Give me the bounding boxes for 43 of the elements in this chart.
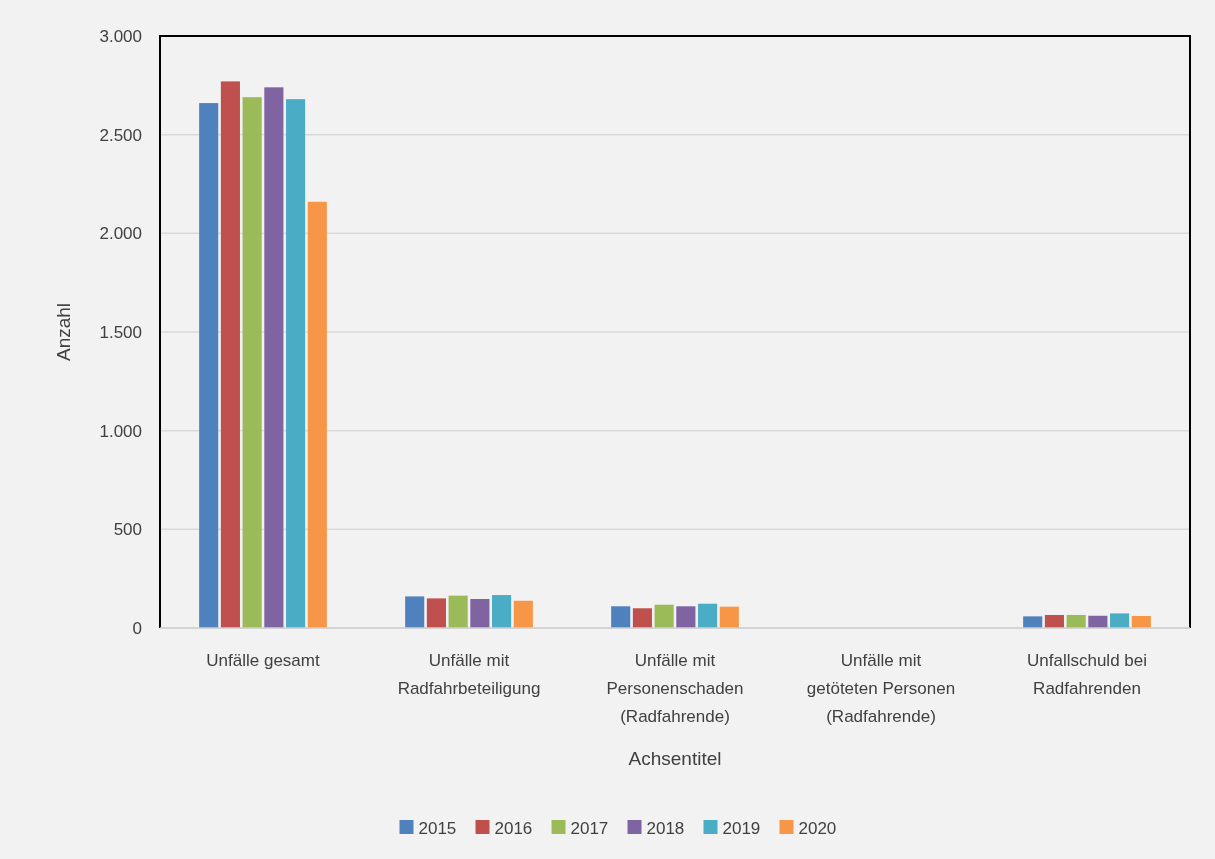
bar: [286, 99, 306, 628]
bar: [654, 604, 674, 628]
x-tick-label: Unfälle gesamt: [206, 651, 320, 670]
y-tick-label: 1.000: [99, 421, 142, 441]
bar: [1066, 614, 1086, 628]
legend-label: 2016: [494, 818, 533, 838]
bar: [719, 606, 739, 628]
bar: [1023, 616, 1043, 628]
bar: [1044, 614, 1064, 628]
bar: [1110, 613, 1130, 628]
bar: [611, 606, 631, 628]
bar: [676, 606, 696, 628]
bar: [470, 598, 490, 628]
legend-label: 2017: [570, 818, 609, 838]
y-tick-label: 3.000: [99, 26, 142, 46]
bar: [242, 97, 262, 628]
x-tick-label: Unfälle mit getöteten Personen (Radfahrende): [806, 651, 956, 726]
y-tick-label: 0: [132, 618, 142, 638]
bar: [698, 603, 718, 628]
bar: [307, 201, 327, 628]
y-axis-title: Anzahl: [53, 302, 74, 362]
bar: [513, 600, 533, 628]
legend-label: 2018: [646, 818, 685, 838]
y-tick-label: 1.500: [99, 322, 142, 342]
legend-label: 2015: [418, 818, 457, 838]
bar: [448, 595, 468, 628]
x-axis-title: Achsentitel: [628, 748, 722, 769]
bar: [220, 81, 240, 628]
bar: [1131, 615, 1151, 628]
x-tick-label: Unfälle mit Personenschaden (Radfahrende): [606, 651, 744, 726]
x-tick-label: Unfälle mit Radfahrbeteiligung: [397, 651, 541, 698]
bar: [199, 103, 219, 628]
legend-label: 2019: [722, 818, 761, 838]
bar: [264, 87, 284, 628]
bar: [405, 596, 425, 628]
bar: [632, 608, 652, 628]
x-tick-label: Unfallschuld bei Radfahrenden: [1026, 651, 1148, 698]
bar: [426, 598, 446, 628]
y-tick-label: 2.500: [99, 125, 142, 145]
y-tick-label: 500: [113, 520, 142, 540]
legend-label: 2020: [798, 818, 837, 838]
y-tick-label: 2.000: [99, 224, 142, 244]
bar: [492, 595, 512, 628]
